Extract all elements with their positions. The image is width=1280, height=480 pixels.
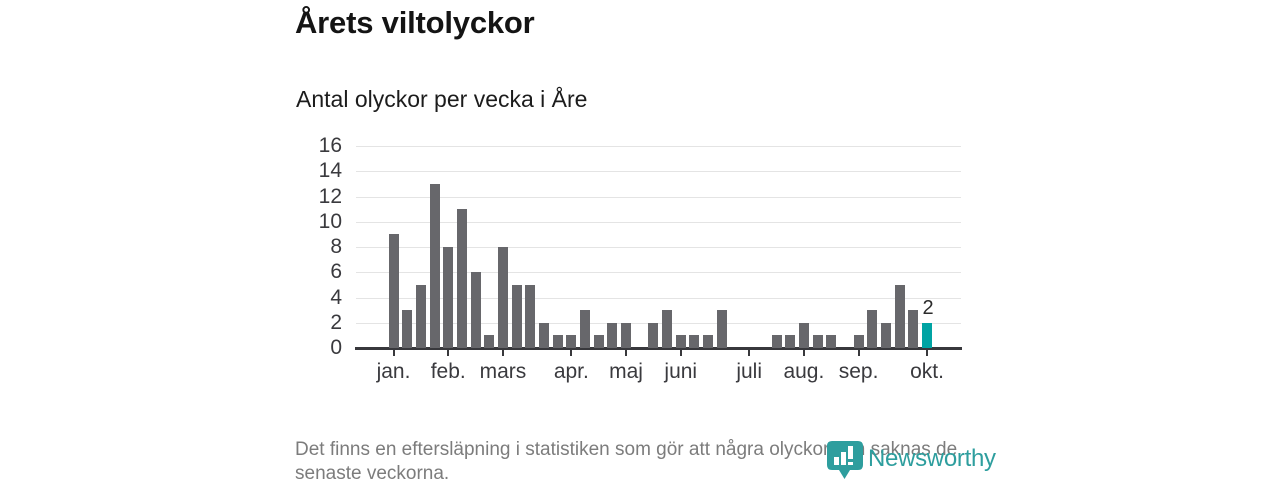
bar-week-20: [648, 322, 659, 348]
bar-week-2: [402, 310, 413, 348]
bar-week-33: [826, 335, 837, 348]
x-axis-label: apr.: [553, 360, 589, 383]
y-axis-label: 2: [330, 310, 342, 334]
y-axis-label: 16: [318, 134, 342, 157]
y-axis-label: 12: [318, 184, 342, 208]
x-axis-label: juni: [664, 360, 698, 383]
bar-value-label: 2: [922, 296, 934, 319]
gridline-y-10: [356, 221, 961, 223]
x-axis-label: sep.: [838, 360, 879, 383]
bar-week-23: [689, 335, 700, 348]
bar-week-8: [484, 335, 495, 348]
x-axis-tick-juli: [748, 349, 751, 356]
x-axis-label: jan.: [376, 360, 411, 383]
bar-week-40: [922, 322, 933, 348]
x-axis-tick-maj: [625, 349, 628, 356]
bar-week-17: [607, 322, 618, 348]
x-axis-tick-sep: [857, 349, 860, 356]
y-axis-label: 10: [318, 209, 342, 233]
y-axis-label: 0: [330, 336, 342, 359]
x-axis-tick-okt: [926, 349, 929, 356]
bar-week-30: [785, 335, 796, 348]
bar-week-6: [456, 209, 467, 348]
footnote: Det finns en eftersläpning i statistiken…: [295, 438, 957, 480]
bar-week-22: [675, 335, 686, 348]
x-axis-label: aug.: [783, 360, 825, 383]
y-axis-label: 6: [330, 260, 342, 284]
newsworthy-pin-icon: [827, 441, 863, 479]
x-axis-tick-juni: [679, 349, 682, 356]
gridline-y-6: [356, 272, 961, 274]
bar-week-39: [908, 310, 919, 348]
x-axis-tick-jan: [392, 349, 395, 356]
newsworthy-wordmark: Newsworthy: [868, 445, 996, 472]
bar-week-31: [798, 322, 809, 348]
gridline-y-2: [356, 322, 961, 324]
gridline-y-16: [356, 146, 961, 147]
bar-week-5: [443, 247, 454, 348]
gridline-y-12: [356, 196, 961, 198]
bar-week-13: [552, 335, 563, 348]
bar-week-11: [525, 284, 536, 348]
x-axis-label: maj: [609, 360, 643, 383]
bar-week-4: [429, 183, 440, 348]
x-axis-label: mars: [479, 360, 527, 383]
chart-subtitle: Antal olyckor per vecka i Åre: [296, 86, 588, 112]
bar-week-32: [812, 335, 823, 348]
x-axis-line: [355, 347, 962, 350]
gridline-y-14: [356, 171, 961, 173]
bar-week-10: [511, 284, 522, 348]
x-axis-tick-feb: [447, 349, 450, 356]
y-axis-label: 14: [318, 159, 342, 183]
bar-week-29: [771, 335, 782, 348]
bar-week-3: [415, 284, 426, 348]
x-axis-label: okt.: [910, 360, 944, 383]
bar-week-15: [580, 310, 591, 348]
bar-week-12: [538, 322, 549, 348]
bar-week-35: [853, 335, 864, 348]
bar-week-18: [621, 322, 632, 348]
bar-week-37: [880, 322, 891, 348]
bar-week-36: [867, 310, 878, 348]
gridline-y-8: [356, 247, 961, 248]
y-axis-label: 8: [330, 235, 342, 258]
bar-week-1: [388, 234, 399, 348]
footnote-line: Det finns en eftersläpning i statistiken…: [295, 439, 958, 460]
x-axis-label: feb.: [430, 360, 466, 383]
x-axis-label: juli: [736, 360, 763, 383]
footnote-line: senaste veckorna.: [295, 462, 450, 480]
gridline-y-4: [356, 297, 961, 299]
chart-title: Årets viltolyckor: [295, 5, 535, 40]
x-axis-tick-apr: [570, 349, 573, 356]
bar-week-7: [470, 272, 481, 348]
bar-week-21: [662, 310, 673, 348]
bar-week-9: [497, 247, 508, 348]
x-axis-tick-mars: [501, 349, 504, 356]
bar-week-24: [703, 335, 714, 348]
newsworthy-logo: Newsworthy: [827, 441, 996, 479]
bar-week-14: [566, 335, 577, 348]
bar-week-38: [894, 284, 905, 348]
x-axis-tick-aug: [802, 349, 805, 356]
y-axis-label: 4: [330, 285, 342, 309]
bar-week-25: [716, 310, 727, 348]
bar-week-16: [593, 335, 604, 348]
